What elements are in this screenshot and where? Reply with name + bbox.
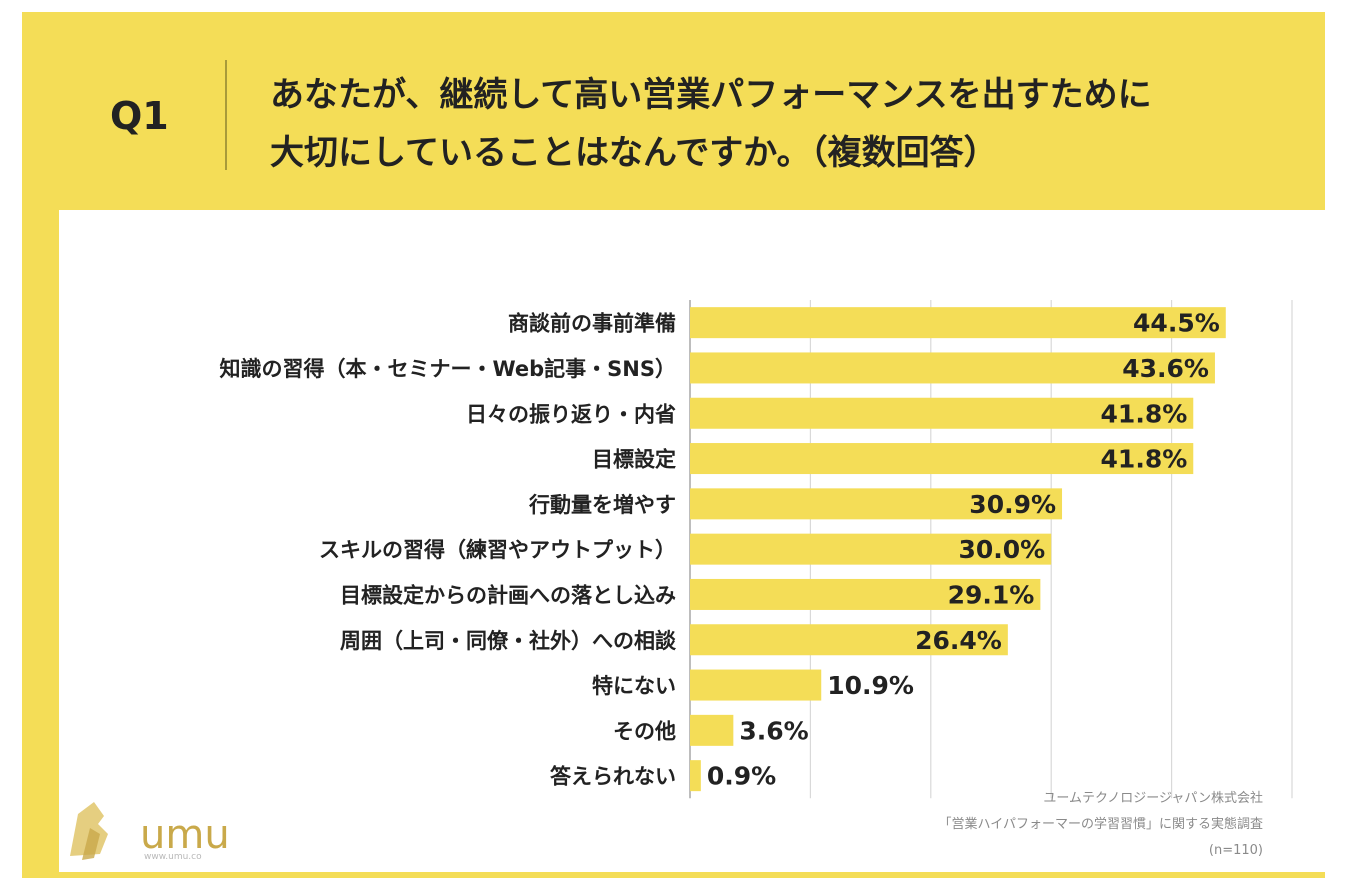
value-label: 29.1% bbox=[948, 580, 1035, 609]
category-label: 知識の習得（本・セミナー・Web記事・SNS） bbox=[219, 357, 676, 381]
source-company: ユームテクノロジージャパン株式会社 bbox=[1043, 791, 1263, 806]
value-label: 41.8% bbox=[1101, 445, 1188, 474]
chart-panel: 商談前の事前準備 44.5% 知識の習得（本・セミナー・Web記事・SNS） 43.6… bbox=[59, 210, 1332, 872]
bar bbox=[690, 624, 1008, 656]
question-line-1: あなたが、継続して高い営業パフォーマンスを出すために bbox=[270, 75, 1152, 115]
value-label: 43.6% bbox=[1122, 354, 1209, 383]
value-label: 30.0% bbox=[958, 535, 1045, 564]
value-label: 44.5% bbox=[1133, 309, 1220, 338]
category-label: スキルの習得（練習やアウトプット） bbox=[319, 538, 676, 562]
category-label: 日々の振り返り・内省 bbox=[466, 402, 676, 426]
question-number: Q1 bbox=[110, 94, 169, 138]
category-label: 目標設定からの計画への落とし込み bbox=[340, 583, 676, 607]
value-label: 10.9% bbox=[827, 671, 914, 700]
bar-chart: 商談前の事前準備 44.5% 知識の習得（本・セミナー・Web記事・SNS） 43.6… bbox=[219, 300, 1293, 799]
source-note: ユームテクノロジージャパン株式会社 「営業ハイパフォーマーの学習習慣」に関する実… bbox=[939, 786, 1263, 864]
bar bbox=[690, 578, 1041, 610]
value-label: 41.8% bbox=[1101, 399, 1188, 428]
bar bbox=[690, 443, 1194, 475]
value-label: 0.9% bbox=[707, 762, 776, 791]
bar bbox=[690, 397, 1194, 429]
category-label: 特にない bbox=[592, 674, 676, 698]
bar bbox=[690, 307, 1226, 339]
category-label: 行動量を増やす bbox=[528, 493, 676, 517]
category-label: 商談前の事前準備 bbox=[508, 312, 676, 336]
bar bbox=[690, 488, 1063, 520]
umu-logo-text: umu bbox=[140, 812, 230, 858]
question-title: あなたが、継続して高い営業パフォーマンスを出すために 大切にしていることはなんで… bbox=[270, 66, 1290, 182]
category-label: 周囲（上司・同僚・社外）への相談 bbox=[340, 629, 677, 653]
header-divider bbox=[225, 60, 227, 170]
survey-card: Q1 あなたが、継続して高い営業パフォーマンスを出すために 大切にしていることは… bbox=[22, 12, 1332, 878]
category-label: 目標設定 bbox=[592, 448, 676, 472]
category-label: その他 bbox=[613, 719, 676, 743]
bar bbox=[690, 533, 1052, 565]
bar bbox=[690, 714, 734, 746]
bar bbox=[690, 760, 701, 792]
value-label: 26.4% bbox=[915, 626, 1002, 655]
value-label: 3.6% bbox=[739, 716, 808, 745]
question-line-2: 大切にしていることはなんですか。（複数回答） bbox=[270, 133, 998, 173]
value-label: 30.9% bbox=[969, 490, 1056, 519]
umu-logo-url: www.umu.co bbox=[144, 852, 202, 862]
source-survey: 「営業ハイパフォーマーの学習習慣」に関する実態調査 bbox=[938, 817, 1263, 832]
bar bbox=[690, 352, 1215, 384]
bar bbox=[690, 669, 822, 701]
umu-logo-icon bbox=[70, 802, 108, 860]
source-sample-size: (n=110) bbox=[1208, 843, 1263, 858]
category-label: 答えられない bbox=[550, 765, 676, 789]
